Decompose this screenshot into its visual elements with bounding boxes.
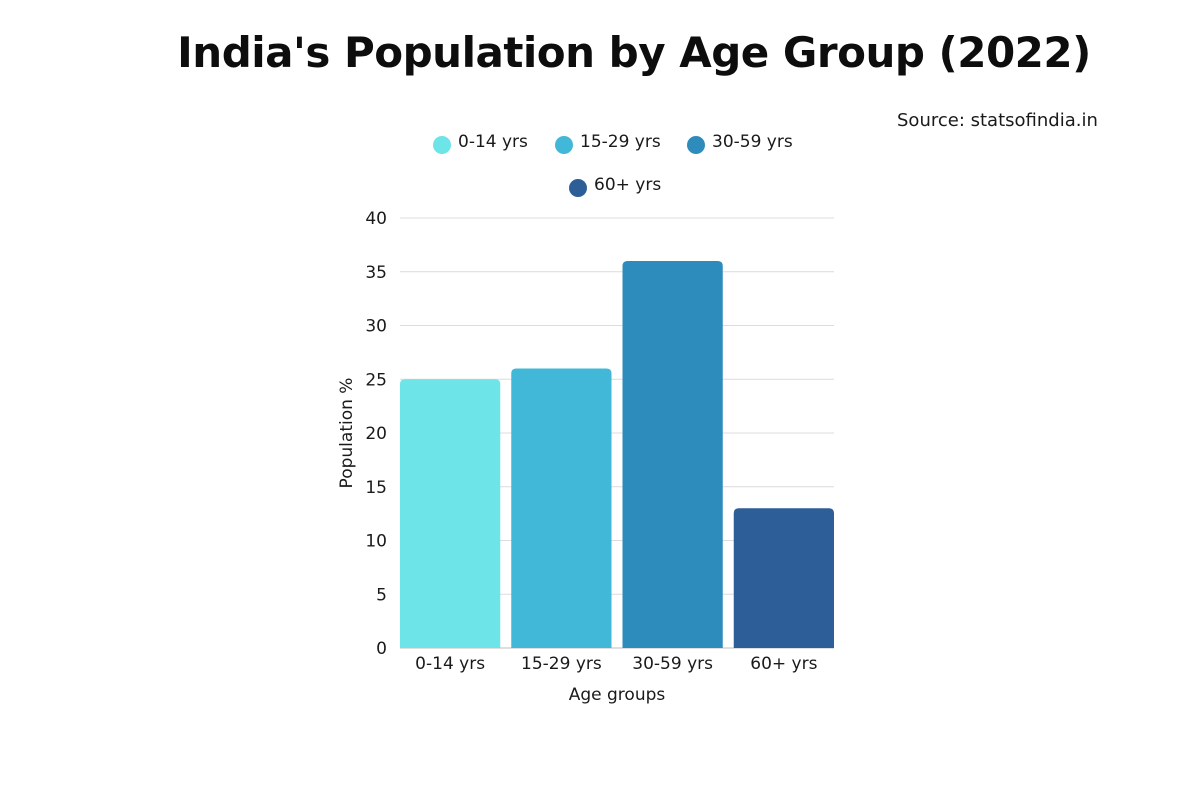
bar bbox=[733, 508, 834, 648]
y-tick-label: 20 bbox=[365, 424, 387, 444]
y-tick-label: 25 bbox=[365, 370, 387, 390]
bar bbox=[511, 368, 612, 648]
y-tick-label: 0 bbox=[376, 639, 387, 659]
x-tick-label: 30-59 yrs bbox=[632, 654, 713, 674]
bar bbox=[622, 261, 723, 648]
legend-swatch bbox=[433, 136, 451, 154]
legend-label: 60+ yrs bbox=[594, 175, 662, 195]
y-tick-label: 10 bbox=[365, 532, 387, 552]
y-tick-label: 30 bbox=[365, 317, 387, 337]
y-tick-label: 35 bbox=[365, 263, 387, 283]
y-axis-title: Population % bbox=[337, 378, 357, 489]
chart-title: India's Population by Age Group (2022) bbox=[177, 28, 1091, 77]
legend-label: 15-29 yrs bbox=[580, 132, 661, 152]
x-tick-label: 15-29 yrs bbox=[521, 654, 602, 674]
legend-swatch bbox=[569, 179, 587, 197]
y-tick-label: 5 bbox=[376, 585, 387, 605]
source-note: Source: statsofindia.in bbox=[897, 110, 1098, 131]
legend-label: 30-59 yrs bbox=[712, 132, 793, 152]
x-tick-label: 0-14 yrs bbox=[415, 654, 485, 674]
bar bbox=[400, 379, 501, 648]
legend-label: 0-14 yrs bbox=[458, 132, 528, 152]
x-axis-title: Age groups bbox=[569, 685, 666, 705]
legend-swatch bbox=[687, 136, 705, 154]
x-tick-label: 60+ yrs bbox=[750, 654, 817, 674]
y-tick-label: 15 bbox=[365, 478, 387, 498]
legend-swatch bbox=[555, 136, 573, 154]
y-tick-label: 40 bbox=[365, 209, 387, 229]
